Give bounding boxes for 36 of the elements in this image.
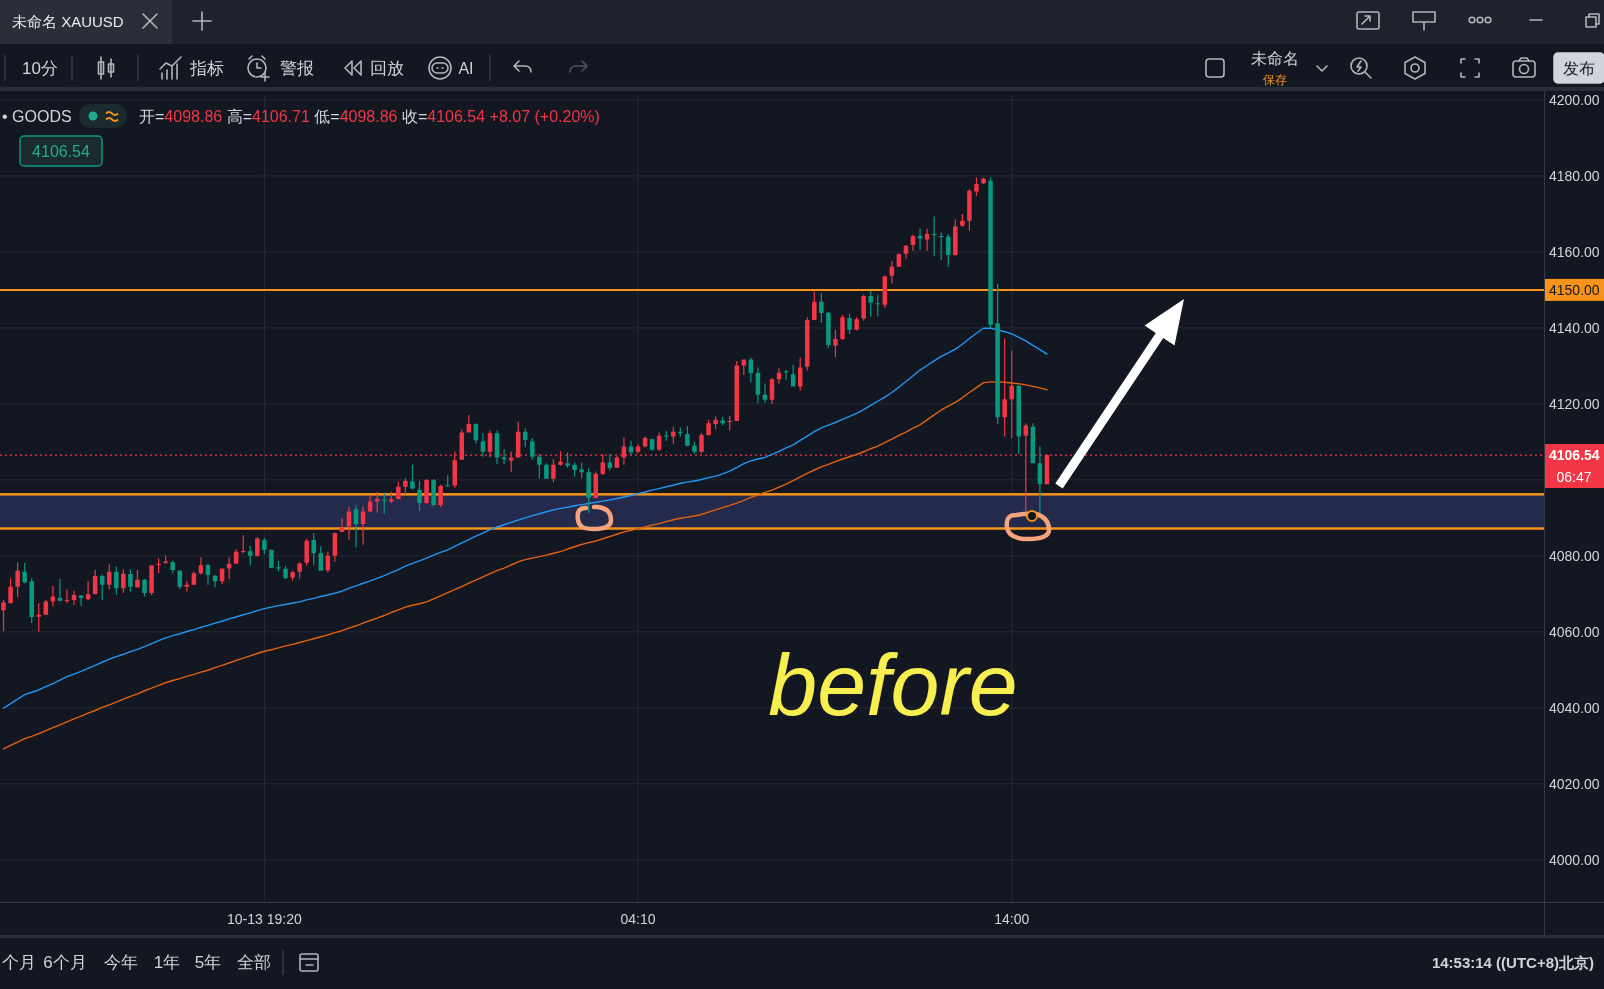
annotation: 保存 [1263, 73, 1287, 87]
annotation: AI [458, 59, 474, 77]
y-tick-label: 4020.00 [1549, 775, 1600, 792]
ref-line-label: 4106.54 [1545, 444, 1604, 467]
annotation: 4106.54 [19, 135, 103, 167]
annotation: 警报 [280, 58, 314, 78]
ref-line-label: 4150.00 [1545, 278, 1604, 301]
annotation: 指标 [190, 58, 224, 78]
annotation: 未命名 [1251, 49, 1299, 67]
annotation: 回放 [370, 58, 404, 78]
y-tick-label: 4160.00 [1549, 243, 1600, 260]
annotation: 个月 [2, 952, 36, 972]
x-tick-label: 14:00 [994, 911, 1030, 927]
annotation: before [768, 634, 1018, 734]
annotation: 1年 [153, 952, 181, 972]
annotation: 14:53:14 ((UTC+8)北京) [1431, 953, 1594, 971]
annotation: 10分 [22, 58, 58, 78]
annotation: • GOODS [2, 107, 72, 125]
y-tick-label: 4140.00 [1549, 319, 1600, 336]
annotation: 6个月 [43, 952, 87, 972]
annotation: 5年 [194, 952, 222, 972]
y-tick-label: 4000.00 [1549, 851, 1600, 868]
annotation: 发布 [1553, 52, 1604, 84]
x-tick-label: 10-13 19:20 [227, 911, 302, 927]
y-tick-label: 4180.00 [1549, 167, 1600, 184]
subtitle: 开=4098.86 高=4106.71 低=4098.86 收=4106.54 +8.07 (+0.20%) [139, 107, 600, 125]
annotation: 06:47 [1545, 466, 1604, 489]
annotation: 全部 [237, 952, 271, 972]
y-tick-label: 4080.00 [1549, 547, 1600, 564]
y-tick-label: 4120.00 [1549, 395, 1600, 412]
x-tick-label: 04:10 [620, 911, 656, 927]
annotation: 未命名 XAUUSD [12, 12, 124, 30]
annotation: 今年 [104, 952, 138, 972]
y-tick-label: 4060.00 [1549, 623, 1600, 640]
y-tick-label: 4040.00 [1549, 699, 1600, 716]
y-tick-label: 4200.00 [1549, 91, 1600, 108]
